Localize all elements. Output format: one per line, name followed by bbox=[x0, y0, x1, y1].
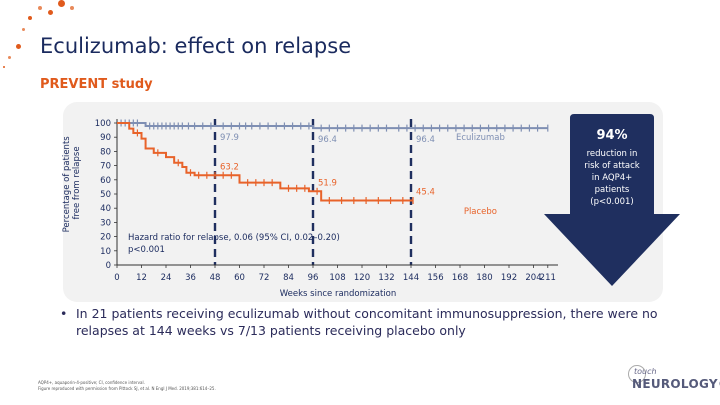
logo-ring-icon bbox=[628, 365, 646, 383]
p-value-annotation: p<0.001 bbox=[128, 245, 165, 255]
callout-line1: reduction in bbox=[587, 149, 638, 159]
value-label: 97.9 bbox=[220, 133, 239, 143]
y-tick-label: 60 bbox=[100, 176, 111, 186]
key-finding-text: In 21 patients receiving eculizumab with… bbox=[76, 306, 658, 338]
x-tick-label: 60 bbox=[234, 273, 245, 283]
x-axis-label: Weeks since randomization bbox=[280, 289, 396, 299]
x-tick-label: 180 bbox=[476, 273, 492, 283]
y-axis-label-line1: Percentage of patients bbox=[62, 136, 72, 233]
x-tick-label: 96 bbox=[308, 273, 319, 283]
chart-series bbox=[117, 119, 549, 205]
y-tick-label: 30 bbox=[100, 218, 111, 228]
decor-dot bbox=[38, 6, 42, 10]
footnote-reference: Figure reproduced with permission from P… bbox=[38, 386, 216, 391]
y-tick-label: 20 bbox=[100, 233, 111, 243]
callout-percent: 94% bbox=[596, 128, 627, 143]
x-tick-label: 120 bbox=[354, 273, 370, 283]
y-axis-label-line2: free from relapse bbox=[72, 146, 82, 219]
decor-dot bbox=[28, 16, 32, 20]
x-tick-label: 108 bbox=[329, 273, 345, 283]
x-tick-label: 192 bbox=[501, 273, 517, 283]
y-tick-label: 0 bbox=[106, 261, 111, 271]
decor-dot bbox=[8, 56, 11, 59]
y-tick-label: 50 bbox=[100, 190, 111, 200]
decor-dot bbox=[48, 10, 53, 15]
slide-subtitle: PREVENT study bbox=[40, 77, 153, 92]
slide-title: Eculizumab: effect on relapse bbox=[40, 34, 352, 58]
y-tick-label: 100 bbox=[95, 119, 111, 129]
callout-line3: in AQP4+ bbox=[592, 173, 632, 183]
series-line-eculizumab bbox=[117, 122, 548, 130]
decor-dot bbox=[70, 6, 74, 10]
callout-line5: (p<0.001) bbox=[590, 197, 633, 207]
x-tick-label: 12 bbox=[136, 273, 147, 283]
hazard-ratio-annotation: Hazard ratio for relapse, 0.06 (95% CI, … bbox=[128, 233, 340, 243]
value-label: 63.2 bbox=[220, 162, 239, 172]
x-tick-label: 0 bbox=[114, 273, 119, 283]
chart-panel bbox=[63, 102, 663, 302]
callout-line4: patients bbox=[595, 185, 630, 195]
decor-dot bbox=[3, 66, 5, 68]
touch-neurology-logo: touch NEUROLOGY® bbox=[628, 365, 720, 403]
x-tick-label: 211 bbox=[540, 273, 556, 283]
decor-dot bbox=[22, 28, 25, 31]
y-axis-label: Percentage of patients free from relapse bbox=[62, 134, 82, 233]
reduction-arrow bbox=[544, 114, 680, 286]
x-tick-label: 24 bbox=[161, 273, 172, 283]
series-name-label: Placebo bbox=[464, 207, 497, 217]
decor-dot bbox=[16, 44, 21, 49]
x-tick-label: 48 bbox=[210, 273, 221, 283]
bullet-marker: • bbox=[60, 306, 68, 321]
x-tick-label: 204 bbox=[525, 273, 541, 283]
x-tick-label: 144 bbox=[403, 273, 419, 283]
footnote: AQP4+, aquaporin-4-positive; CI, confide… bbox=[38, 380, 216, 392]
x-tick-label: 156 bbox=[427, 273, 443, 283]
y-tick-label: 10 bbox=[100, 247, 111, 257]
value-label: 96.4 bbox=[416, 135, 435, 145]
value-label: 51.9 bbox=[318, 178, 337, 188]
x-tick-label: 72 bbox=[259, 273, 270, 283]
logo-name-text: NEUROLOGY® bbox=[632, 377, 720, 391]
y-tick-label: 80 bbox=[100, 147, 111, 157]
x-tick-label: 36 bbox=[185, 273, 196, 283]
y-tick-label: 40 bbox=[100, 204, 111, 214]
callout-line2: risk of attack bbox=[584, 161, 640, 171]
x-tick-label: 132 bbox=[378, 273, 394, 283]
footnote-abbreviations: AQP4+, aquaporin-4-positive; CI, confide… bbox=[38, 380, 145, 385]
x-tick-label: 84 bbox=[283, 273, 294, 283]
y-tick-label: 90 bbox=[100, 133, 111, 143]
series-name-label: Eculizumab bbox=[456, 133, 505, 143]
value-label: 45.4 bbox=[416, 188, 435, 198]
logo-touch-text: touch bbox=[634, 367, 657, 376]
x-tick-label: 168 bbox=[452, 273, 468, 283]
decor-dot bbox=[58, 0, 65, 7]
chart-axes: Percentage of patients free from relapse… bbox=[62, 119, 558, 299]
value-label: 96.4 bbox=[318, 135, 337, 145]
chart-value-labels: 97.9 96.4 96.4 63.2 51.9 45.4 Eculizumab Placeb… bbox=[220, 133, 505, 217]
y-tick-label: 70 bbox=[100, 162, 111, 172]
series-line-placebo bbox=[117, 122, 414, 202]
